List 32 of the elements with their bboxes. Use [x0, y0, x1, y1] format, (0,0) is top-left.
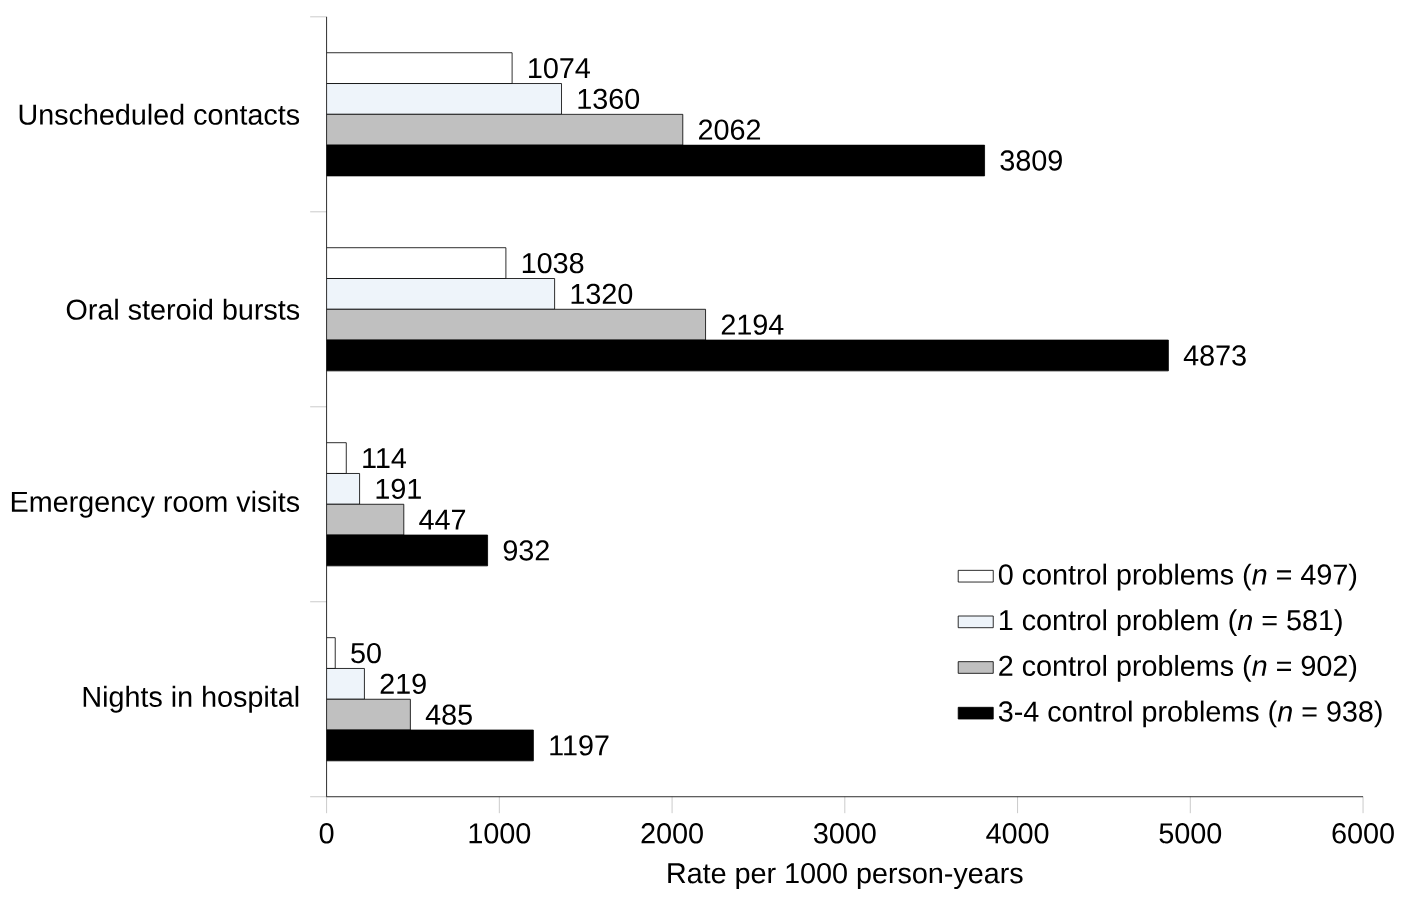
data-label: 1360: [578, 88, 640, 110]
data-label: 114: [363, 448, 407, 468]
data-label: 3809: [1000, 150, 1062, 171]
x-axis-title: Rate per 1000 person-years: [668, 863, 1023, 890]
x-tick-label: 1000: [469, 823, 531, 844]
data-label: 2062: [699, 119, 761, 140]
x-tick-label: 5000: [1159, 823, 1222, 844]
x-tick-label: 2000: [641, 823, 703, 844]
data-label: 191: [376, 478, 421, 500]
data-label: 1038: [522, 252, 584, 274]
data-label: 1320: [571, 283, 633, 305]
legend-label: 2 control problems (n = 902): [999, 654, 1357, 682]
legend-label: 1 control problem (n = 581): [999, 609, 1342, 637]
x-tick-label: 0: [319, 823, 334, 844]
data-label: 4873: [1183, 345, 1246, 366]
data-label: 2194: [721, 314, 784, 335]
x-tick-label: 6000: [1332, 823, 1394, 844]
y-tick-label: Nights in hospital: [83, 685, 299, 713]
data-label: 50: [351, 642, 381, 664]
data-label: 1197: [550, 735, 609, 756]
y-tick-label: Oral steroid bursts: [66, 298, 300, 320]
x-tick-label: 4000: [986, 823, 1049, 844]
y-tick-label: Unscheduled contacts: [19, 103, 300, 125]
data-label: 932: [503, 540, 549, 561]
data-label: 485: [425, 704, 472, 725]
y-tick-label: Emergency room visits: [11, 490, 300, 518]
data-label: 447: [419, 509, 466, 530]
data-label: 1074: [529, 57, 590, 79]
legend-label: 0 control problems (n = 497): [998, 563, 1357, 591]
x-tick-label: 3000: [813, 823, 876, 844]
data-label: 219: [380, 673, 426, 695]
legend-label: 3-4 control problems (n = 938): [998, 700, 1382, 728]
